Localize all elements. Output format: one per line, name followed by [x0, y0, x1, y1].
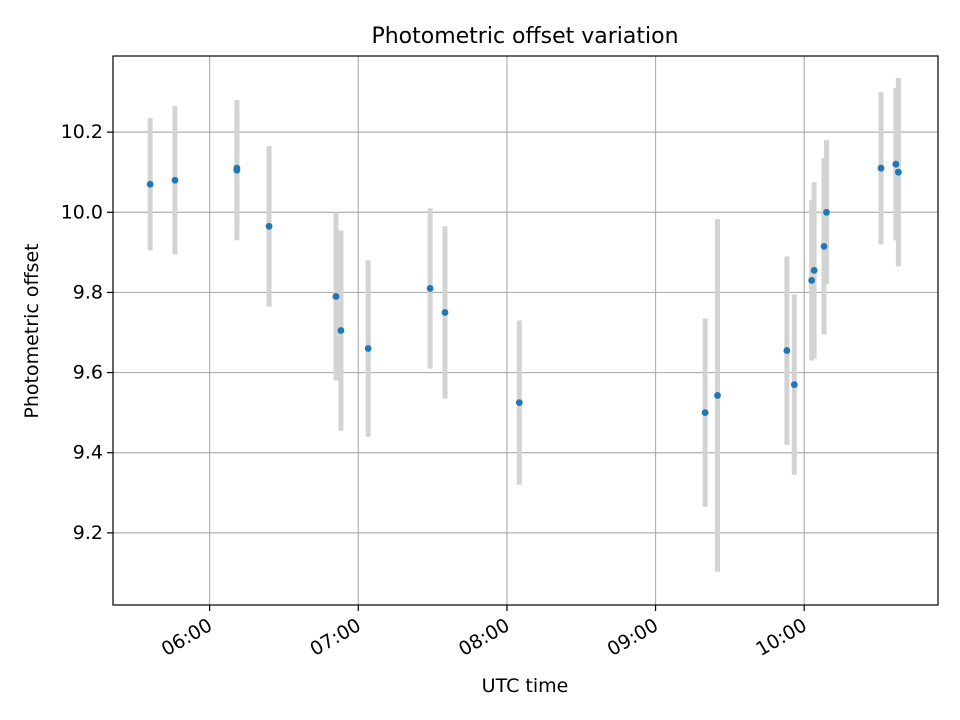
y-tick-label: 10.2 [61, 121, 103, 143]
x-tick-label: 08:00 [455, 614, 513, 660]
y-tick-label: 9.8 [73, 281, 103, 303]
x-axis-label: UTC time [482, 675, 569, 697]
data-point [171, 176, 179, 184]
data-point [441, 309, 449, 316]
data-point [810, 266, 818, 274]
x-tick-label: 10:00 [752, 614, 810, 660]
data-point [337, 327, 345, 334]
data-point [808, 277, 816, 284]
data-point [426, 285, 434, 292]
y-tick-label: 10.0 [61, 201, 103, 223]
data-point [823, 208, 830, 216]
x-tick-label: 06:00 [158, 614, 216, 660]
y-tick-label: 9.2 [73, 522, 103, 544]
series-layer [146, 78, 902, 572]
data-point [783, 347, 791, 354]
x-tick-label: 07:00 [306, 614, 364, 660]
data-point [332, 293, 340, 300]
chart-title: Photometric offset variation [371, 24, 678, 49]
data-point [877, 164, 885, 172]
data-point [146, 180, 154, 188]
data-point [364, 345, 372, 352]
x-tick-label: 09:00 [604, 614, 662, 660]
data-point [820, 242, 828, 250]
data-point [233, 166, 241, 174]
data-point [701, 409, 709, 417]
axes-frame [112, 55, 939, 606]
data-point [515, 399, 523, 407]
y-tick-label: 9.6 [73, 362, 103, 384]
data-point [714, 392, 721, 399]
data-point [892, 160, 900, 168]
y-axis-label: Photometric offset [21, 243, 43, 418]
grid-layer [113, 56, 938, 605]
data-point [894, 168, 902, 176]
y-tick-label: 9.4 [73, 442, 103, 464]
data-point [265, 222, 273, 230]
data-point [790, 381, 798, 388]
